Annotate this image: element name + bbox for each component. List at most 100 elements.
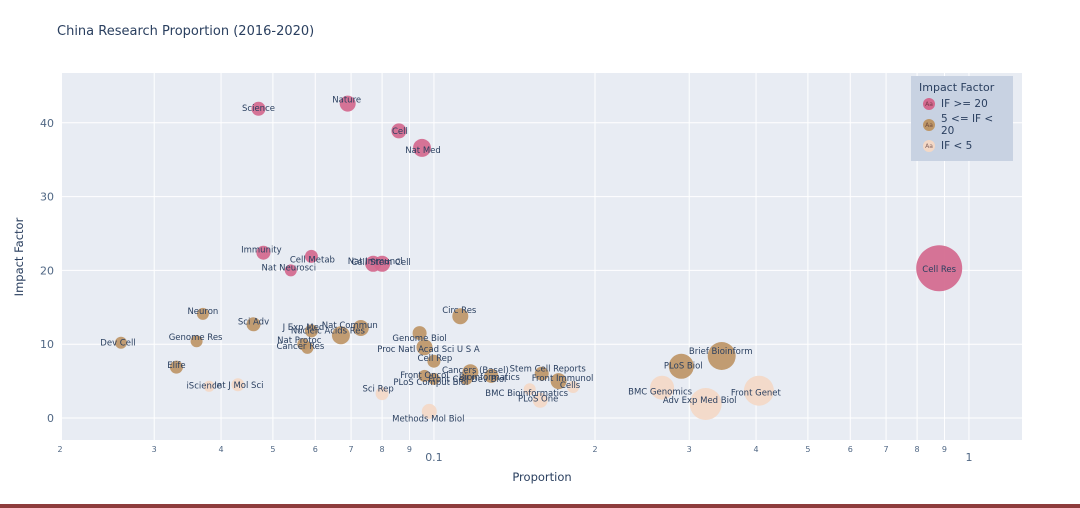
legend-item-label: IF < 5 [941, 140, 973, 152]
point-label: Front Genet [731, 389, 782, 399]
legend-marker-mid-icon: Aa [923, 119, 935, 131]
x-tick-label: 5 [270, 445, 275, 454]
bubble-plos-one[interactable] [532, 392, 548, 408]
bubble-plos-comput-biol[interactable] [427, 372, 440, 385]
point-label: Genome Res [169, 333, 223, 343]
bubble-immunity[interactable] [256, 245, 271, 260]
y-tick-label: 0 [47, 412, 54, 425]
point-label: PLoS One [518, 394, 558, 404]
bubble-bmc-genomics[interactable] [650, 375, 675, 400]
x-tick-label: 8 [380, 445, 385, 454]
x-tick-label: 9 [407, 445, 412, 454]
bubble-front-oncol[interactable] [418, 369, 431, 382]
point-label: Int J Mol Sci [214, 381, 263, 391]
bubble-cell-stem-cell[interactable] [374, 255, 391, 272]
x-tick-label: 9 [942, 445, 947, 454]
bubble-cells[interactable] [567, 381, 580, 393]
bubble-circ-res[interactable] [452, 308, 469, 325]
bubble-adv-exp-med-biol[interactable] [689, 388, 722, 420]
bubble-sci-adv[interactable] [246, 317, 261, 332]
point-label: Proc Natl Acad Sci U S A [377, 345, 480, 355]
bubble-dev-cell[interactable] [115, 336, 127, 349]
legend-marker-high-icon: Aa [923, 98, 935, 110]
chart-title: China Research Proportion (2016-2020) [57, 24, 315, 39]
point-label: BMC Bioinformatics [485, 389, 568, 399]
bubble-nat-commun[interactable] [352, 320, 369, 336]
point-label: Nat Immunol [348, 257, 403, 267]
bubble-nucleic-acids-res[interactable] [331, 326, 350, 345]
point-label: Nat Neurosci [262, 263, 317, 273]
bubble-nature[interactable] [339, 95, 356, 112]
legend: Impact Factor Aa IF >= 20 Aa 5 <= IF < 2… [911, 76, 1013, 161]
bubble-genome-biol[interactable] [412, 326, 427, 341]
x-tick-label: 5 [805, 445, 810, 454]
point-label: Cell Stem Cell [351, 258, 410, 268]
bubble-iscience[interactable] [203, 380, 215, 392]
bubble-cell[interactable] [391, 123, 407, 139]
bubble-front-cell-dev-biol[interactable] [460, 372, 473, 385]
bubble-elife[interactable] [169, 360, 183, 374]
bubble-cell-rep[interactable] [427, 354, 441, 368]
point-label: Brief Bioinform [689, 347, 753, 357]
bubble-sci-rep[interactable] [375, 387, 389, 401]
bubble-int-j-mol-sci[interactable] [231, 378, 245, 392]
bubble-genome-res[interactable] [190, 335, 203, 348]
x-tick-label: 8 [915, 445, 920, 454]
bubble-front-genet[interactable] [743, 375, 774, 406]
point-label: Methods Mol Biol [392, 414, 464, 424]
point-label: Circ Res [442, 306, 477, 316]
point-label: Sci Adv [238, 317, 269, 327]
x-tick-label: 3 [152, 445, 157, 454]
x-tick-label: 7 [349, 445, 354, 454]
point-label: iScience [186, 381, 221, 391]
bubble-bioinformatics[interactable] [484, 368, 499, 383]
y-tick-label: 30 [40, 191, 54, 204]
point-label: Immunity [241, 246, 282, 256]
point-label: Nature [332, 96, 361, 106]
point-label: Cancer Res [276, 342, 324, 352]
bubble-j-exp-med[interactable] [304, 324, 318, 338]
point-label: Nat Commun [322, 321, 378, 331]
legend-item-if-5-20[interactable]: Aa 5 <= IF < 20 [919, 113, 1005, 137]
bubble-proc-natl-acad-sci-u-s-a[interactable] [416, 339, 433, 356]
x-tick-label: 4 [219, 445, 224, 454]
x-tick-label: 6 [313, 445, 318, 454]
bubble-brief-bioinform[interactable] [707, 342, 736, 370]
y-tick-label: 10 [40, 338, 54, 351]
point-label: J Exp Med [282, 323, 325, 333]
x-tick-label: 1 [965, 451, 972, 464]
point-label: Cancers (Basel) [442, 366, 509, 376]
bubble-stem-cell-reports[interactable] [534, 366, 549, 381]
bubble-neuron[interactable] [196, 307, 209, 320]
bubble-cancer-res[interactable] [301, 341, 314, 354]
legend-item-if-ge-20[interactable]: Aa IF >= 20 [919, 98, 1005, 110]
point-label: Cell Res [922, 265, 956, 275]
bubble-nat-med[interactable] [413, 138, 431, 157]
legend-marker-low-icon: Aa [923, 140, 935, 152]
legend-item-label: IF >= 20 [941, 98, 988, 110]
point-label: Neuron [187, 307, 218, 317]
point-label: Adv Exp Med Biol [663, 396, 737, 406]
bubble-plos-biol[interactable] [668, 353, 694, 379]
point-label: PLoS Comput Biol [393, 378, 468, 388]
point-label: Cell [392, 127, 408, 137]
point-label: Front Oncol [400, 371, 449, 381]
point-label: Cell Rep [418, 354, 453, 364]
bubble-front-immunol[interactable] [550, 373, 567, 390]
point-label: Elife [167, 361, 185, 371]
bubble-cell-res[interactable] [916, 245, 963, 292]
bubble-cell-metab[interactable] [304, 249, 318, 263]
point-label: Cell Metab [290, 255, 335, 265]
x-tick-label: 0.1 [425, 451, 443, 464]
point-label: Genome Biol [392, 334, 446, 344]
point-label: Sci Rep [362, 385, 393, 395]
bubble-nat-neurosci[interactable] [284, 264, 297, 277]
bubble-methods-mol-biol[interactable] [421, 403, 437, 419]
point-label: Nat Protoc [277, 336, 322, 346]
point-label: Nucleic Acids Res [291, 326, 366, 336]
bubble-bmc-bioinformatics[interactable] [523, 383, 536, 396]
legend-item-if-lt-5[interactable]: Aa IF < 5 [919, 140, 1005, 152]
x-tick-label: 7 [884, 445, 889, 454]
bubble-science[interactable] [251, 101, 266, 116]
